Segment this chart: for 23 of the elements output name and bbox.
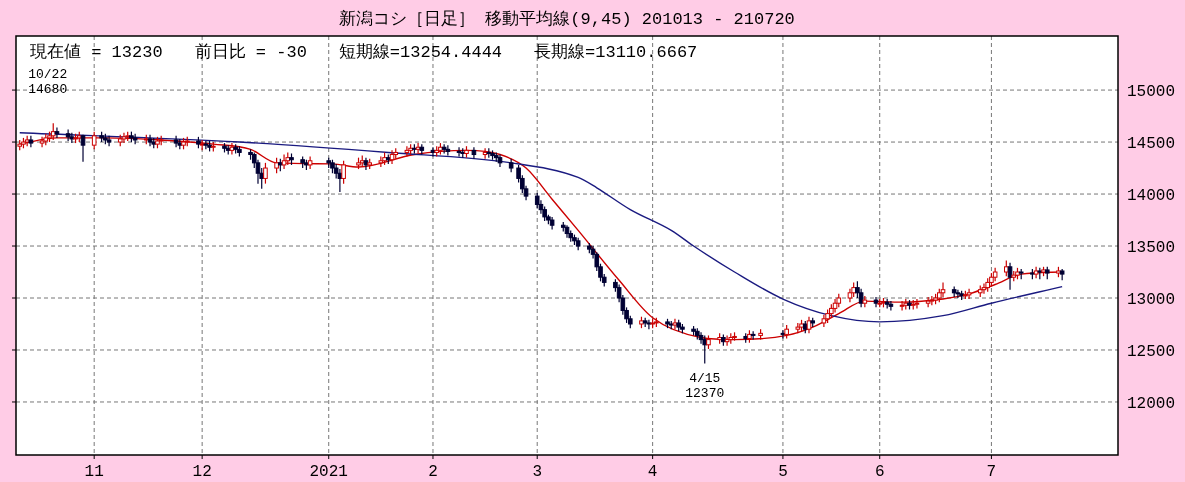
annotation: 4/15 12370 — [685, 370, 725, 401]
x-tick-label: 12 — [192, 463, 212, 481]
annotation: 10/22 14680 — [28, 67, 68, 98]
x-tick-label: 7 — [986, 463, 997, 481]
x-tick-label: 4 — [647, 463, 658, 481]
y-tick-label: 12000 — [1127, 394, 1176, 413]
annotation: 前日比 = -30 — [194, 43, 307, 62]
y-tick-label: 12500 — [1127, 342, 1176, 361]
chart-title: 新潟コシ［日足］ 移動平均線(9,45) 201013 - 210720 — [339, 9, 795, 29]
annotation: 長期線=13110.6667 — [534, 43, 698, 62]
x-tick-label: 5 — [778, 463, 788, 481]
x-tick-label: 2021 — [309, 463, 348, 481]
y-tick-label: 15000 — [1127, 83, 1176, 102]
x-tick-label: 2 — [428, 463, 438, 481]
x-tick-label: 11 — [84, 463, 104, 481]
annotation: 現在値 = 13230 — [30, 43, 163, 62]
annotation: 短期線=13254.4444 — [338, 43, 503, 62]
x-tick-label: 3 — [532, 463, 543, 481]
x-tick-label: 6 — [874, 463, 885, 481]
y-tick-label: 14000 — [1127, 187, 1176, 206]
y-tick-label: 13000 — [1127, 291, 1176, 309]
y-tick-label: 14500 — [1127, 135, 1176, 154]
y-tick-label: 13500 — [1127, 239, 1176, 258]
